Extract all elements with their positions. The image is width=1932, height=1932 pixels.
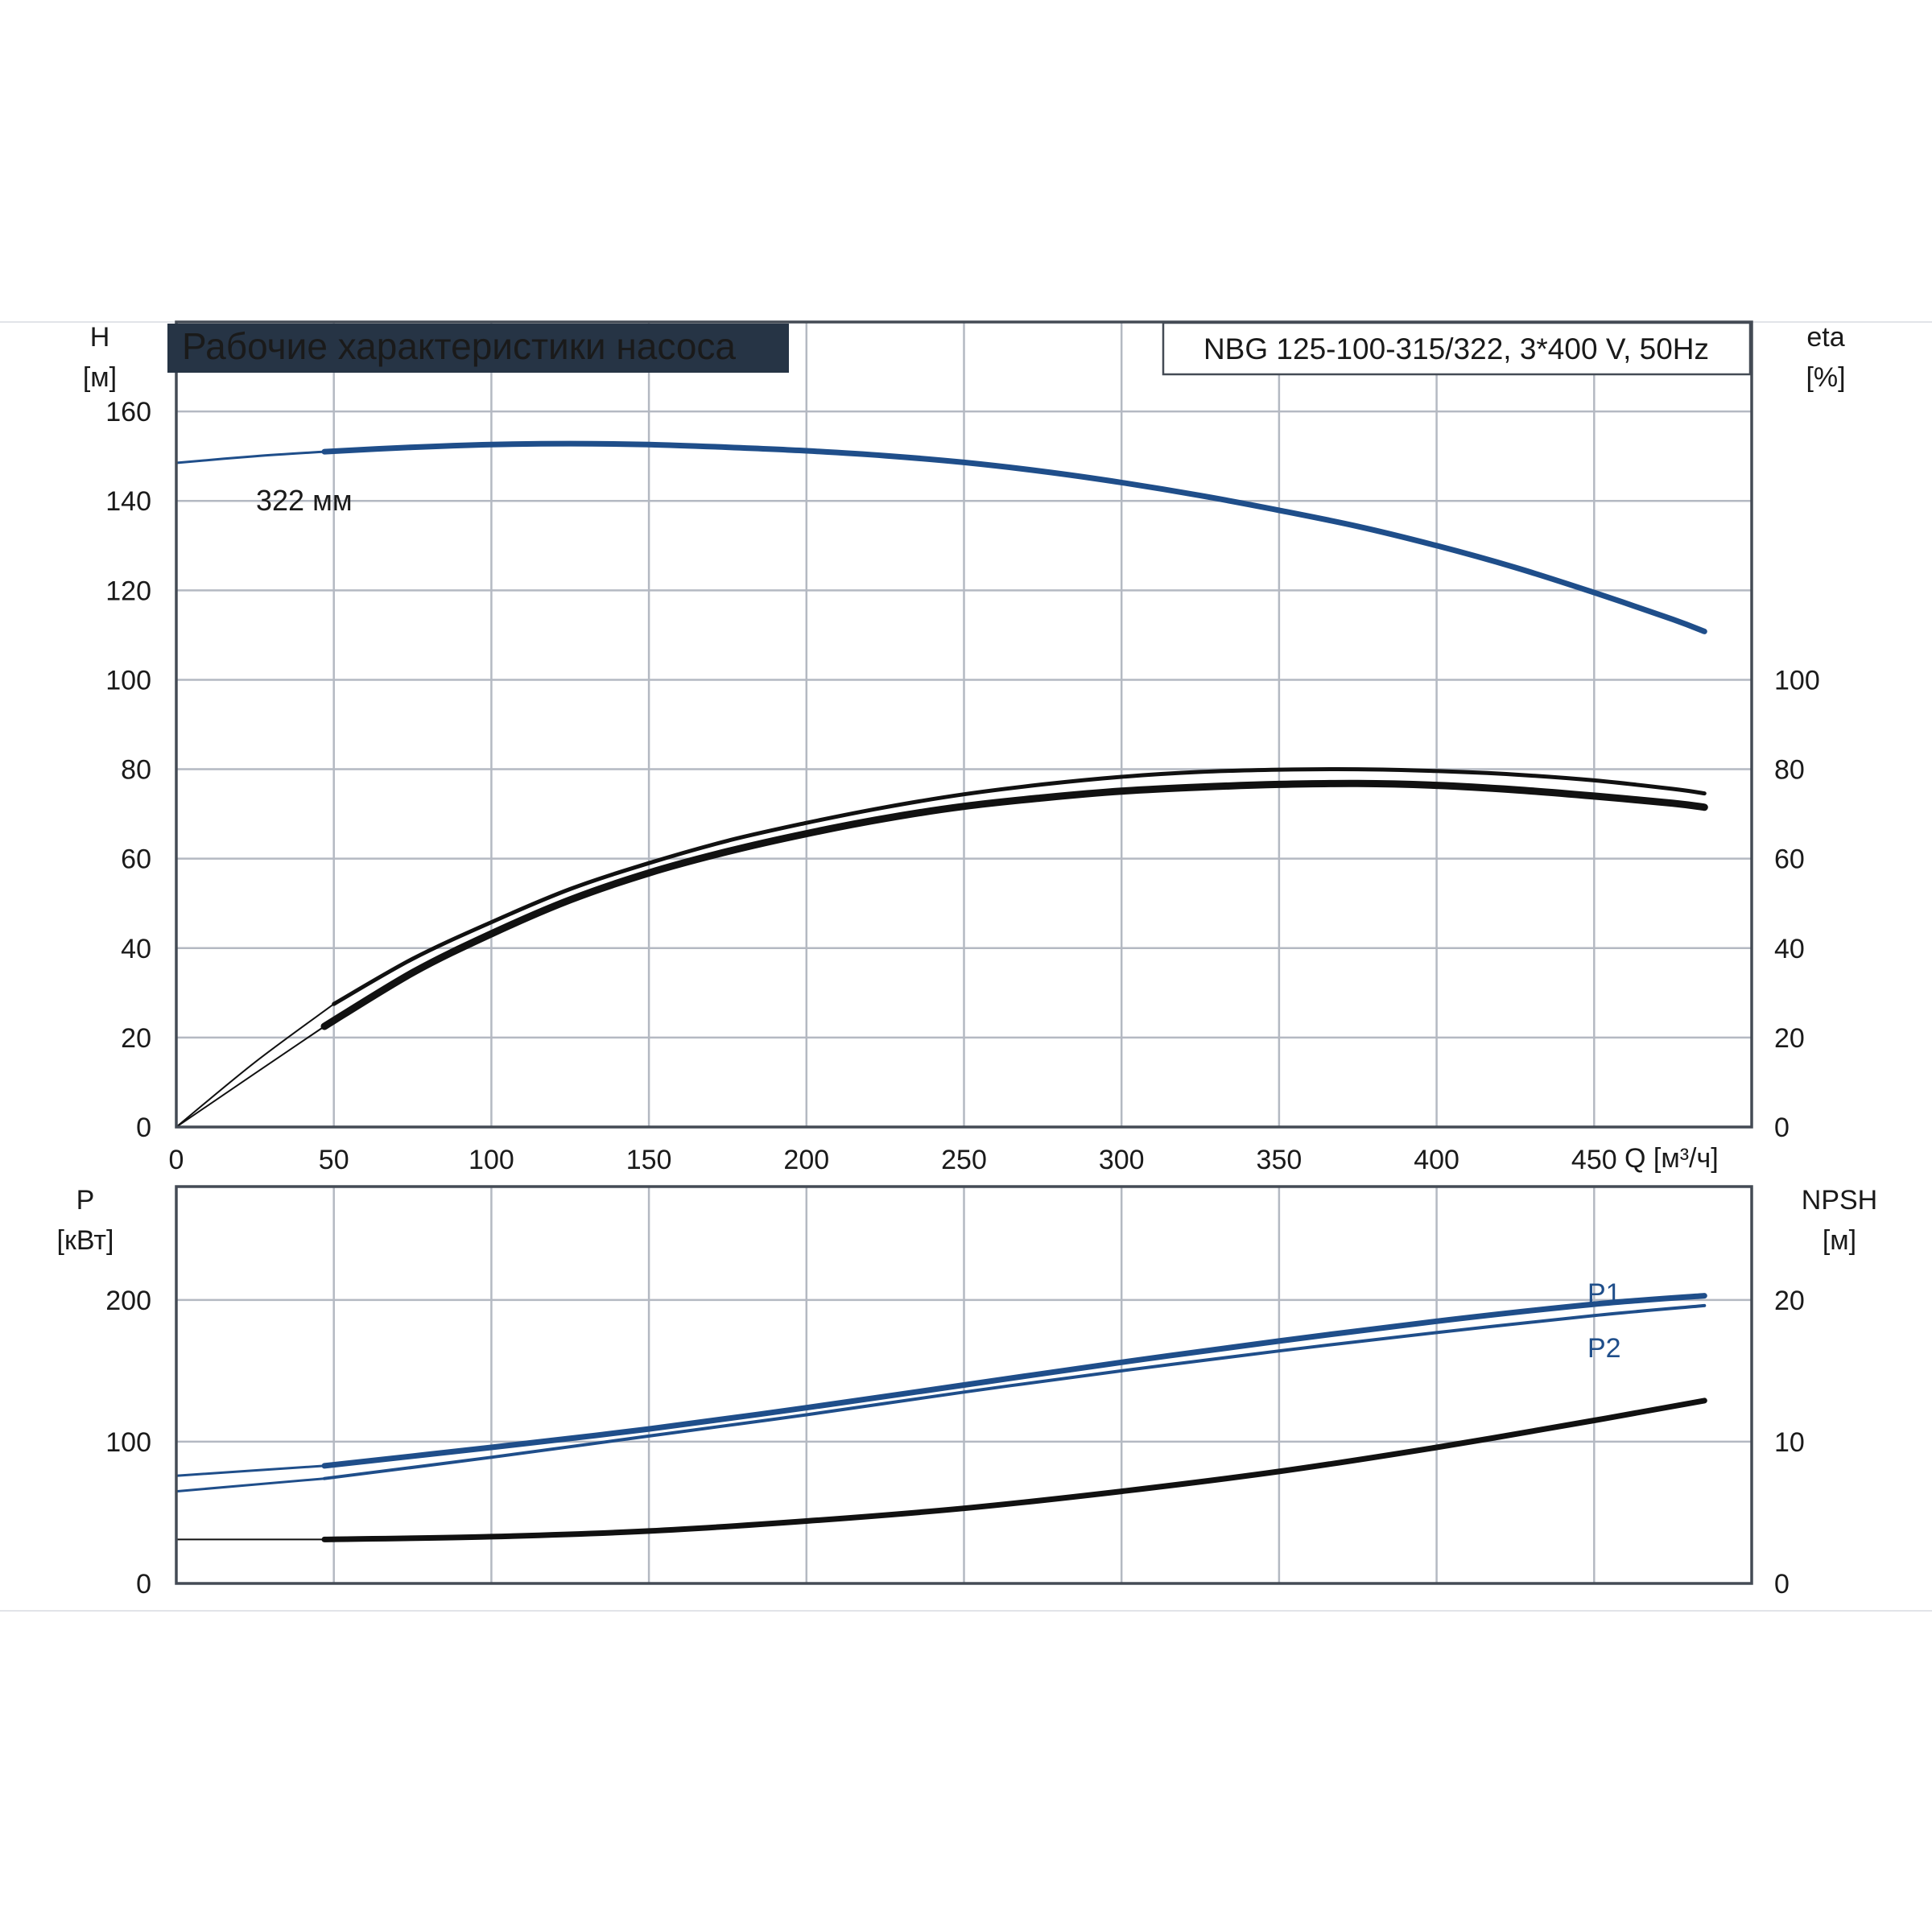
head-tick-label: 20: [121, 1023, 151, 1054]
eta-tick-label: 20: [1774, 1023, 1805, 1054]
x-tick-label: 250: [941, 1145, 987, 1175]
head-curve-line: [321, 440, 1707, 634]
legend-p2: P2: [1587, 1333, 1621, 1364]
power-tick-label: 100: [105, 1427, 151, 1458]
eta-curve-1-thin-segment: [175, 1003, 335, 1128]
head-tick-label: 60: [121, 844, 151, 875]
npsh-curve-line: [321, 1397, 1707, 1542]
head-axis-unit: [м]: [83, 362, 117, 393]
p1-curve-line: [321, 1293, 1707, 1469]
power-tick-label: 0: [136, 1569, 151, 1600]
eta-tick-label: 100: [1774, 665, 1820, 696]
x-tick-label: 100: [469, 1145, 514, 1175]
power-axis-unit: [кВт]: [57, 1225, 114, 1256]
power-axis-symbol: P: [76, 1185, 95, 1216]
head-tick-label: 80: [121, 755, 151, 786]
npsh-tick-label: 0: [1774, 1569, 1790, 1600]
head-tick-label: 120: [105, 576, 151, 606]
eta-tick-label: 80: [1774, 755, 1805, 786]
flow-axis-label: Q [м³/ч]: [1624, 1143, 1719, 1174]
eta-curve-1-line: [332, 766, 1707, 1006]
eta-tick-label: 60: [1774, 844, 1805, 875]
eta-axis-unit: [%]: [1806, 362, 1845, 393]
model-label: NBG 125-100-315/322, 3*400 V, 50Hz: [1203, 332, 1709, 365]
bottom-panel-frame: [175, 1185, 1753, 1585]
top-panel-frame: [175, 320, 1753, 1129]
p2-curve-line: [323, 1303, 1707, 1480]
x-tick-label: 50: [319, 1145, 349, 1175]
eta-curve-2-thin-segment: [175, 1026, 325, 1128]
head-tick-label: 100: [105, 665, 151, 696]
x-tick-label: 200: [783, 1145, 829, 1175]
power-tick-label: 200: [105, 1286, 151, 1316]
head-tick-label: 160: [105, 397, 151, 427]
legend-p1: P1: [1587, 1278, 1621, 1309]
head-tick-label: 40: [121, 934, 151, 964]
series-layer: [175, 440, 1708, 1542]
tick-labels: 0 50 100 150 200 250 300 350 400 4500204060801001…: [105, 397, 1819, 1600]
npsh-axis-unit: [м]: [1823, 1225, 1856, 1256]
top-panel-grid: [175, 320, 1753, 1127]
eta-axis-symbol: eta: [1806, 322, 1844, 353]
p2-curve-thin-segment: [175, 1477, 326, 1493]
title-background: [167, 324, 789, 373]
npsh-tick-label: 10: [1774, 1427, 1805, 1458]
head-tick-label: 0: [136, 1113, 151, 1143]
x-tick-label: 350: [1257, 1145, 1302, 1175]
head-tick-label: 140: [105, 486, 151, 517]
p1-curve-thin-segment: [175, 1464, 326, 1477]
head-axis-symbol: H: [90, 322, 110, 353]
x-tick-label: 0: [169, 1145, 184, 1175]
npsh-axis-symbol: NPSH: [1802, 1185, 1877, 1216]
eta-curve-2-line: [320, 779, 1708, 1030]
x-tick-label: 150: [626, 1145, 672, 1175]
eta-tick-label: 0: [1774, 1113, 1790, 1143]
x-tick-label: 400: [1414, 1145, 1459, 1175]
model-box: [1162, 321, 1752, 376]
x-tick-label: 450: [1571, 1145, 1617, 1175]
x-tick-label: 300: [1099, 1145, 1145, 1175]
impeller-diameter-annotation: 322 мм: [256, 484, 353, 517]
chart-title: Рабочие характеристики насоса: [182, 325, 736, 367]
eta-tick-label: 40: [1774, 934, 1805, 964]
head-curve-thin-segment: [175, 450, 326, 464]
npsh-tick-label: 20: [1774, 1286, 1805, 1316]
